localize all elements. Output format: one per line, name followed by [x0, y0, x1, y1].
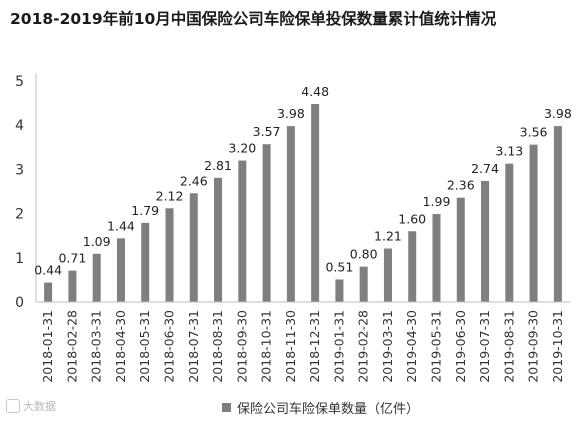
x-tick-label: 2019-03-31 [380, 310, 395, 383]
x-tick-label: 2019-06-30 [453, 310, 468, 383]
data-label: 1.79 [131, 203, 159, 218]
data-labels: 0.440.71 1.091.441.792.122.462.81 3.20 3.57… [34, 84, 572, 278]
x-tick-label: 2018-08-31 [210, 310, 225, 383]
data-label: 1.99 [423, 194, 451, 209]
data-label: 2.81 [204, 158, 232, 173]
x-axis: 2018-01-31 2018-02-28 2018-03-31 2018-04-30… [36, 301, 570, 383]
legend-label: 保险公司车险保单数量（亿件） [237, 402, 420, 417]
bar [335, 279, 344, 302]
y-axis: 0 1 2 3 4 5 [15, 73, 37, 311]
x-tick-label: 2019-01-31 [331, 310, 346, 383]
bar [286, 126, 295, 302]
data-label: 3.98 [544, 106, 572, 121]
x-tick-label: 2018-04-30 [113, 310, 128, 383]
x-tick-label: 2018-03-31 [89, 310, 104, 383]
bar [165, 208, 174, 302]
bar [116, 238, 125, 302]
x-tick-label: 2018-06-30 [162, 310, 177, 383]
x-tick-label: 2019-09-30 [526, 310, 541, 383]
bar [359, 266, 368, 302]
bar [92, 253, 101, 302]
y-tick-label: 4 [15, 118, 24, 134]
data-label: 0.51 [325, 259, 353, 274]
data-label: 1.21 [374, 229, 402, 244]
x-tick-label: 2018-05-31 [137, 310, 152, 383]
y-tick-label: 3 [15, 162, 24, 178]
bar [44, 282, 53, 302]
bar [311, 103, 320, 302]
bar-series [44, 103, 562, 302]
x-tick-label: 2019-08-31 [501, 310, 516, 383]
source-text: 大数据 [23, 400, 56, 413]
x-tick-label: 2019-07-31 [477, 310, 492, 383]
bar [553, 126, 562, 302]
bar [481, 180, 490, 302]
source-logo-icon [6, 399, 20, 413]
data-label: 2.74 [471, 161, 499, 176]
data-label: 3.13 [495, 144, 523, 159]
data-label: 2.36 [447, 178, 475, 193]
bar [505, 163, 514, 302]
y-tick-label: 0 [15, 295, 24, 311]
bar [432, 214, 441, 302]
bar [214, 177, 223, 302]
bar [141, 222, 150, 302]
data-label: 4.48 [301, 84, 329, 99]
x-tick-label: 2019-05-31 [429, 310, 444, 383]
bar [383, 248, 392, 302]
x-tick-label: 2019-02-28 [356, 310, 371, 383]
x-tick-label: 2019-10-31 [550, 310, 565, 383]
x-tick-label: 2018-12-31 [307, 310, 322, 383]
data-label: 3.20 [228, 141, 256, 156]
x-tick-label: 2018-01-31 [40, 310, 55, 383]
x-tick-label: 2019-04-30 [404, 310, 419, 383]
bar [529, 144, 538, 302]
bar [238, 160, 247, 302]
data-label: 0.71 [58, 251, 86, 266]
y-tick-label: 1 [15, 251, 24, 267]
source-credit: 大数据 [6, 398, 56, 414]
data-label: 0.44 [34, 263, 62, 278]
data-label: 3.57 [253, 124, 281, 139]
legend: 保险公司车险保单数量（亿件） [222, 398, 419, 417]
y-tick-label: 5 [15, 74, 24, 90]
x-tick-label: 2018-02-28 [64, 310, 79, 383]
bar [262, 144, 271, 302]
data-label: 3.56 [520, 125, 548, 140]
bar [456, 197, 465, 302]
data-label: 2.12 [156, 188, 184, 203]
chart-title: 2018-2019年前10月中国保险公司车险保单投保数量累计值统计情况 [10, 10, 497, 28]
x-tick-label: 2018-11-30 [283, 310, 298, 383]
y-tick-label: 2 [15, 207, 24, 223]
data-label: 1.44 [107, 218, 135, 233]
data-label: 1.09 [83, 234, 111, 249]
legend-swatch [222, 403, 231, 412]
bar [408, 231, 417, 302]
x-tick-label: 2018-09-30 [234, 310, 249, 383]
data-label: 2.46 [180, 173, 208, 188]
data-label: 0.80 [350, 247, 378, 262]
x-tick-label: 2018-10-31 [259, 310, 274, 383]
bar [68, 270, 77, 302]
x-tick-label: 2018-07-31 [186, 310, 201, 383]
data-label: 3.98 [277, 106, 305, 121]
bar [189, 193, 198, 302]
data-label: 1.60 [398, 211, 426, 226]
